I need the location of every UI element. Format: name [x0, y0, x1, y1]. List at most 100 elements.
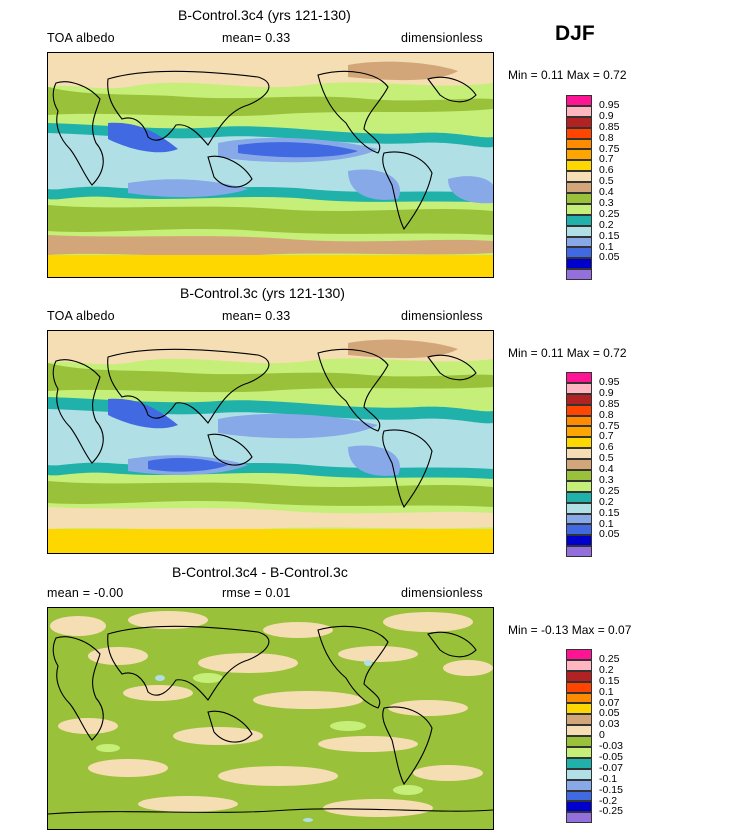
legend-entry: 0.7 — [566, 426, 614, 442]
legend-entry: -0.15 — [566, 779, 623, 796]
legend-label: 0.9 — [599, 109, 614, 122]
legend-label: 0.15 — [599, 506, 620, 519]
panel2-contour-field — [48, 331, 493, 553]
legend-label: 0.3 — [599, 197, 614, 210]
panel1-contour-field — [48, 53, 493, 277]
panel2-mean: mean= 0.33 — [222, 309, 291, 323]
panel3-min-max: Min = -0.13 Max = 0.07 — [508, 623, 632, 637]
panel3-units: dimensionless — [401, 586, 483, 600]
legend-entry: 0.05 — [566, 703, 619, 719]
legend-label: 0.25 — [599, 207, 620, 220]
legend-label: 0.8 — [599, 131, 614, 144]
legend-entry: 0.1 — [566, 236, 614, 253]
panel1-legend: 0.95 0.9 0.85 0.8 0.75 0.7 0.6 0.5 0.4 0… — [566, 95, 619, 281]
legend-label: 0.25 — [599, 484, 620, 497]
legend-entry: 0.8 — [566, 404, 614, 421]
legend-entry: 0.25 — [566, 649, 619, 665]
legend-label: 0.3 — [599, 474, 614, 487]
legend-label: 0.9 — [599, 386, 614, 399]
panel2-units: dimensionless — [401, 309, 483, 323]
legend-entry: 0.15 — [566, 670, 619, 687]
legend-label: 0.05 — [599, 528, 620, 541]
legend-label: 0.03 — [599, 718, 620, 731]
panel2-map — [47, 330, 494, 554]
panel2-title: B-Control.3c (yrs 121-130) — [180, 285, 345, 301]
legend-entry: 0.9 — [566, 105, 614, 122]
legend-label: 0.1 — [599, 517, 614, 530]
legend-entry: 0.05 — [566, 524, 619, 540]
legend-label: 0.2 — [599, 663, 614, 676]
legend-entry: 0.9 — [566, 382, 614, 399]
legend-entry: 0.95 — [566, 95, 619, 111]
legend-entry: 0.25 — [566, 480, 619, 497]
legend-entry: 0.15 — [566, 502, 619, 519]
panel3-contour-field — [48, 608, 493, 829]
legend-entry — [566, 535, 596, 547]
panel2-variable: TOA albedo — [47, 309, 115, 323]
panel3-map — [47, 607, 494, 830]
season-label: DJF — [555, 22, 595, 45]
legend-entry — [566, 812, 596, 824]
legend-label: 0.05 — [599, 251, 620, 264]
legend-entry — [566, 258, 596, 270]
legend-label: -0.2 — [599, 794, 618, 807]
legend-label: -0.07 — [599, 761, 623, 774]
legend-label: -0.15 — [599, 783, 623, 796]
legend-label: 0.75 — [599, 419, 620, 432]
legend-label: 0.5 — [599, 175, 614, 188]
legend-label: -0.1 — [599, 772, 618, 785]
legend-label: 0.75 — [599, 142, 620, 155]
legend-entry: 0.3 — [566, 470, 614, 486]
legend-entry: 0.4 — [566, 459, 614, 475]
legend-entry: 0.03 — [566, 714, 619, 730]
legend-entry: 0.4 — [566, 182, 614, 198]
legend-label: 0.2 — [599, 495, 614, 508]
panel2-legend: 0.95 0.9 0.85 0.8 0.75 0.7 0.6 0.5 0.4 0… — [566, 372, 619, 558]
legend-entry: 0.15 — [566, 225, 619, 242]
legend-entry: 0.25 — [566, 203, 619, 220]
legend-label: 0.85 — [599, 120, 620, 133]
legend-entry: 0.95 — [566, 372, 619, 388]
legend-entry: 0.2 — [566, 214, 614, 231]
panel1-map — [47, 52, 494, 278]
legend-label: 0.15 — [599, 674, 620, 687]
panel1-title: B-Control.3c4 (yrs 121-130) — [178, 7, 351, 23]
legend-label: 0.95 — [599, 376, 620, 388]
legend-entry: -0.03 — [566, 736, 623, 752]
legend-label: 0.25 — [599, 653, 620, 665]
panel1-mean: mean= 0.33 — [222, 31, 291, 45]
legend-entry: 0.2 — [566, 659, 614, 676]
legend-entry: 0.6 — [566, 437, 614, 453]
legend-entry: 0.75 — [566, 138, 619, 155]
legend-label: 0.7 — [599, 153, 614, 166]
legend-label: 0.6 — [599, 441, 614, 454]
legend-entry: 0 — [566, 725, 605, 741]
panel3-title: B-Control.3c4 - B-Control.3c — [172, 564, 348, 580]
legend-label: 0.15 — [599, 229, 620, 242]
legend-entry: 0.7 — [566, 149, 614, 165]
panel2-min-max: Min = 0.11 Max = 0.72 — [508, 346, 627, 360]
legend-entry: 0.5 — [566, 171, 614, 187]
legend-label: 0.7 — [599, 430, 614, 443]
legend-entry: -0.2 — [566, 790, 617, 807]
legend-label: 0.85 — [599, 397, 620, 410]
legend-entry: 0.07 — [566, 692, 619, 709]
panel1-units: dimensionless — [401, 31, 483, 45]
legend-label: 0.4 — [599, 463, 614, 476]
panel1-min-max: Min = 0.11 Max = 0.72 — [508, 68, 627, 82]
legend-entry: 0.3 — [566, 193, 614, 209]
legend-entry: 0.05 — [566, 247, 619, 263]
legend-entry: 0.5 — [566, 448, 614, 464]
legend-label: 0.1 — [599, 240, 614, 253]
legend-label: 0.2 — [599, 218, 614, 231]
legend-label: -0.05 — [599, 751, 623, 764]
panel1-variable: TOA albedo — [47, 31, 115, 45]
legend-entry: -0.25 — [566, 801, 623, 817]
legend-label: 0.1 — [599, 685, 614, 698]
legend-entry: 0.75 — [566, 415, 619, 432]
legend-label: 0.95 — [599, 99, 620, 111]
legend-entry: 0.1 — [566, 513, 614, 530]
legend-label: -0.03 — [599, 740, 623, 753]
panel3-rmse: rmse = 0.01 — [222, 586, 291, 600]
legend-entry: 0.2 — [566, 491, 614, 508]
